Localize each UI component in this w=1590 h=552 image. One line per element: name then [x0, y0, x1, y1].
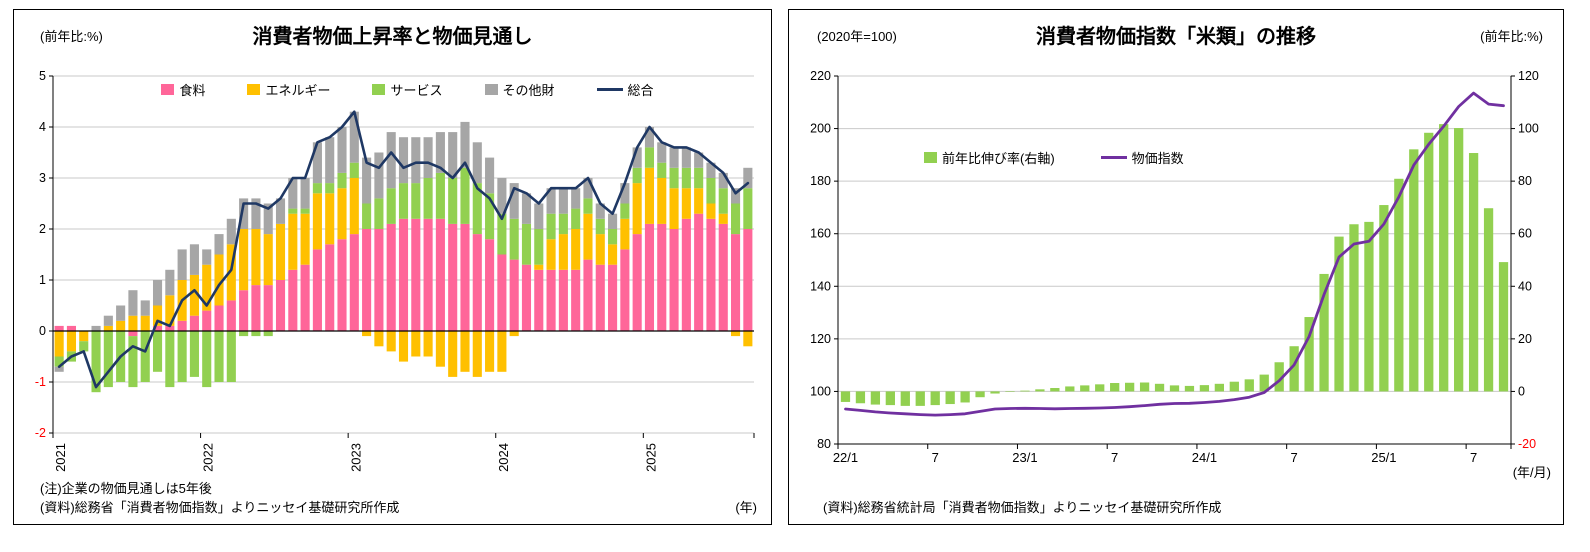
- yoy-growth-swatch-icon: [924, 152, 937, 163]
- left-note-2: (資料)総務省「消費者物価指数」よりニッセイ基礎研究所作成: [40, 500, 400, 515]
- cpi-contribution-panel: (前年比:%) 消費者物価上昇率と物価見通し -2 -1 0 1 2 3 4 5 2021 202…: [13, 9, 772, 525]
- svg-text:100: 100: [810, 384, 831, 398]
- rice-cpi-chart-canvas: 80 100 120 140 160 180 200 220 -20 0 20 40 60 80 100 12…: [810, 69, 1539, 465]
- other-goods-swatch-icon: [484, 84, 498, 95]
- svg-text:20: 20: [1518, 332, 1532, 346]
- svg-text:140: 140: [810, 279, 831, 293]
- svg-text:180: 180: [810, 174, 831, 188]
- legend-label-energy: エネルギー: [265, 83, 331, 98]
- svg-text:7: 7: [932, 450, 939, 465]
- svg-text:7: 7: [1470, 450, 1477, 465]
- rice-cpi-panel: (2020年=100) (前年比:%) 消費者物価指数「米類」の推移 80 100…: [788, 9, 1564, 525]
- right-x-axis-unit: (年/月): [1512, 465, 1551, 480]
- price-index-line-swatch-icon: [1100, 156, 1127, 159]
- svg-text:2022: 2022: [201, 443, 216, 472]
- food-swatch-icon: [161, 84, 175, 95]
- legend-label-total: 総合: [627, 83, 654, 98]
- svg-text:60: 60: [1518, 227, 1532, 241]
- cpi-contribution-chart-canvas: -2 -1 0 1 2 3 4 5 2021 2022 2023 2024 2025: [35, 69, 755, 472]
- legend-label-food: 食料: [179, 83, 206, 98]
- right-left-axis-unit: (2020年=100): [817, 29, 897, 44]
- svg-text:200: 200: [810, 122, 831, 136]
- svg-text:23/1: 23/1: [1012, 450, 1037, 465]
- svg-text:4: 4: [39, 120, 46, 134]
- svg-text:2: 2: [39, 222, 46, 236]
- svg-text:120: 120: [1518, 69, 1539, 83]
- left-chart-title: 消費者物価上昇率と物価見通し: [252, 26, 533, 48]
- svg-text:1: 1: [39, 273, 46, 287]
- svg-text:0: 0: [39, 324, 46, 338]
- svg-text:-2: -2: [35, 426, 46, 440]
- svg-text:7: 7: [1291, 450, 1298, 465]
- legend-label-price-index: 物価指数: [1131, 151, 1184, 166]
- svg-text:40: 40: [1518, 279, 1532, 293]
- left-y-axis-unit: (前年比:%): [40, 29, 103, 44]
- svg-text:22/1: 22/1: [833, 450, 858, 465]
- svg-text:2024: 2024: [496, 443, 511, 472]
- svg-text:160: 160: [810, 227, 831, 241]
- legend-item-price-index: 物価指数: [1100, 148, 1184, 167]
- svg-text:2025: 2025: [643, 443, 658, 472]
- svg-text:25/1: 25/1: [1371, 450, 1396, 465]
- legend-item-services: サービス: [372, 80, 443, 99]
- services-swatch-icon: [372, 84, 386, 95]
- legend-item-energy: エネルギー: [247, 80, 330, 99]
- legend-item-food: 食料: [161, 80, 205, 99]
- left-note-1: (注)企業の物価見通しは5年後: [40, 481, 212, 496]
- svg-text:5: 5: [39, 69, 46, 83]
- svg-text:0: 0: [1518, 384, 1525, 398]
- svg-text:2023: 2023: [348, 443, 363, 472]
- legend-label-other-goods: その他財: [502, 83, 555, 98]
- svg-text:7: 7: [1111, 450, 1118, 465]
- right-chart-legend: 前年比伸び率(右軸) 物価指数: [924, 148, 1184, 167]
- svg-text:2021: 2021: [53, 443, 68, 472]
- energy-swatch-icon: [247, 84, 261, 95]
- svg-text:100: 100: [1518, 122, 1539, 136]
- svg-text:80: 80: [1518, 174, 1532, 188]
- svg-text:-20: -20: [1518, 437, 1536, 451]
- svg-text:80: 80: [817, 437, 831, 451]
- svg-text:120: 120: [810, 332, 831, 346]
- svg-text:220: 220: [810, 69, 831, 83]
- left-chart-legend: 食料 エネルギー サービス その他財 総合: [54, 80, 761, 99]
- svg-text:-1: -1: [35, 375, 46, 389]
- right-chart-title: 消費者物価指数「米類」の推移: [1036, 26, 1316, 48]
- legend-label-yoy-growth: 前年比伸び率(右軸): [942, 151, 1055, 166]
- svg-text:3: 3: [39, 171, 46, 185]
- legend-item-yoy-growth: 前年比伸び率(右軸): [924, 148, 1055, 167]
- total-line-swatch-icon: [596, 88, 623, 91]
- svg-text:24/1: 24/1: [1192, 450, 1217, 465]
- left-x-axis-unit: (年): [735, 500, 757, 515]
- legend-item-total: 総合: [596, 80, 654, 99]
- legend-label-services: サービス: [390, 83, 443, 98]
- legend-item-other-goods: その他財: [484, 80, 555, 99]
- right-right-axis-unit: (前年比:%): [1480, 29, 1543, 44]
- right-note-1: (資料)総務省統計局「消費者物価指数」よりニッセイ基礎研究所作成: [823, 500, 1222, 515]
